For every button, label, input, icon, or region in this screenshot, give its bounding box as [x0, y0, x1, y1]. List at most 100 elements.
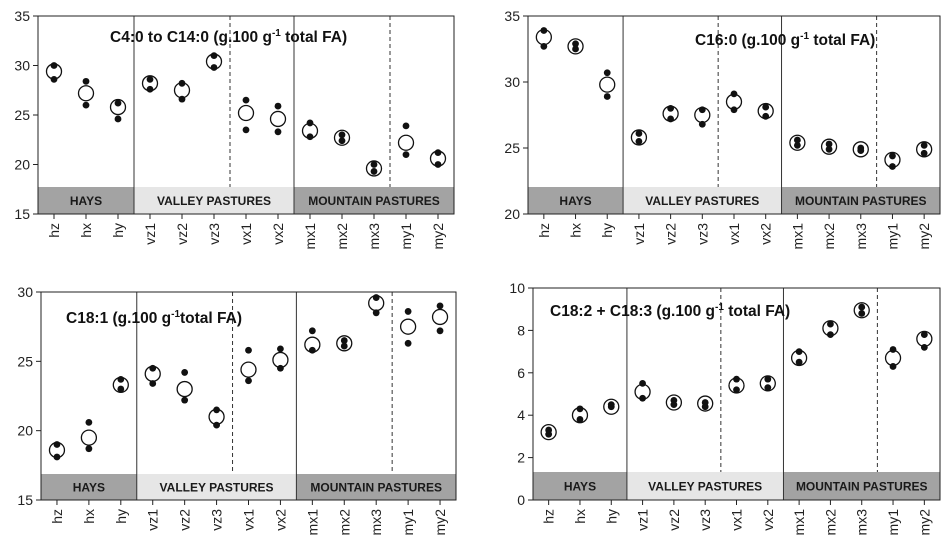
replicate-point	[576, 405, 584, 413]
replicate-point	[639, 380, 646, 387]
replicate-point	[85, 445, 93, 453]
x-tick-label: mx1	[304, 509, 320, 536]
mean-marker	[77, 85, 95, 102]
replicate-point	[545, 430, 553, 438]
y-tick-label: 15	[17, 492, 33, 508]
mean-marker	[916, 330, 933, 348]
x-tick-label: hz	[49, 509, 65, 524]
mean-marker	[304, 336, 321, 353]
replicate-point	[793, 136, 801, 144]
mean-marker	[141, 75, 159, 92]
replicate-point	[306, 133, 314, 141]
mean-marker	[272, 351, 289, 369]
mean-marker	[240, 361, 257, 378]
replicate-point	[242, 126, 250, 134]
replicate-point	[576, 416, 584, 423]
replicate-point	[920, 331, 928, 339]
x-tick-label: vz2	[666, 509, 682, 531]
x-tick-label: vx2	[760, 509, 776, 531]
replicate-point	[858, 303, 866, 311]
mean-marker	[269, 110, 287, 128]
x-tick-label: hx	[78, 223, 94, 238]
mean-marker	[368, 294, 385, 312]
replicate-point	[308, 327, 316, 335]
x-tick-label: my1	[400, 509, 416, 536]
replicate-point	[733, 375, 740, 383]
mean-marker	[109, 98, 127, 116]
y-tick-label: 20	[504, 206, 520, 222]
replicate-point	[793, 141, 801, 149]
mean-marker	[822, 320, 839, 337]
chart-panel-3: HAYS VALLEY PASTURES MOUNTAIN PASTURES 15 20…	[17, 284, 457, 536]
y-tick-label: 4	[517, 407, 525, 423]
x-tick-label: mx2	[334, 223, 350, 250]
group-band	[38, 187, 134, 214]
x-tick-label: my2	[430, 223, 446, 250]
panel-title: C18:2 + C18:3 (g.100 g-1 total FA)	[550, 302, 790, 320]
mean-marker	[399, 318, 417, 335]
y-tick-label: 30	[17, 284, 33, 300]
x-tick-label: vx2	[272, 509, 288, 531]
replicate-point	[370, 161, 378, 168]
x-tick-label: vz1	[635, 509, 651, 531]
replicate-point	[701, 403, 709, 411]
mean-marker	[397, 134, 415, 151]
group-band	[134, 187, 294, 214]
group-label: MOUNTAIN PASTURES	[308, 194, 440, 208]
replicate-point	[670, 401, 678, 408]
replicate-point	[114, 99, 122, 107]
replicate-point	[920, 141, 928, 149]
replicate-point	[82, 77, 90, 85]
chart-panel-4: HAYS VALLEY PASTURES MOUNTAIN PASTURES 0 2 4 6…	[509, 280, 941, 536]
mean-marker	[48, 441, 66, 459]
replicate-point	[762, 103, 770, 111]
mean-marker	[112, 376, 129, 394]
group-band	[783, 472, 940, 500]
replicate-point	[639, 394, 646, 402]
mean-marker	[662, 105, 679, 122]
y-tick-label: 0	[517, 492, 525, 508]
mean-marker	[916, 141, 933, 158]
replicate-point	[795, 358, 803, 366]
mean-marker	[789, 134, 806, 151]
mean-marker	[173, 82, 191, 99]
y-tick-label: 15	[14, 206, 30, 222]
mean-marker	[852, 141, 869, 158]
replicate-point	[242, 96, 250, 104]
x-tick-label: mx3	[853, 223, 869, 250]
x-tick-label: my2	[916, 509, 932, 536]
x-tick-label: hy	[599, 223, 615, 238]
replicate-point	[114, 115, 122, 123]
replicate-point	[404, 308, 412, 315]
mean-marker	[144, 365, 161, 382]
replicate-point	[889, 152, 896, 160]
x-tick-label: mx1	[789, 223, 805, 250]
x-tick-label: vz2	[174, 223, 190, 245]
mean-marker	[333, 129, 351, 146]
replicate-point	[825, 140, 833, 148]
x-tick-label: mx2	[821, 223, 837, 250]
x-tick-label: vx1	[238, 223, 254, 245]
replicate-point	[434, 149, 442, 157]
replicate-point	[795, 348, 803, 355]
x-tick-label: vz1	[145, 509, 161, 531]
x-tick-label: vz3	[209, 509, 225, 531]
x-tick-label: hz	[541, 509, 557, 524]
replicate-point	[434, 161, 442, 168]
mean-marker	[567, 38, 584, 55]
replicate-point	[572, 40, 579, 48]
group-label: HAYS	[70, 194, 102, 208]
group-band	[781, 187, 940, 214]
mean-marker	[571, 407, 589, 424]
y-tick-label: 35	[504, 8, 520, 24]
group-label: HAYS	[73, 481, 105, 495]
x-tick-label: hy	[113, 509, 129, 524]
mean-marker	[759, 375, 776, 392]
group-label: MOUNTAIN PASTURES	[310, 481, 442, 495]
x-tick-label: vz3	[697, 509, 713, 531]
replicate-point	[889, 163, 896, 170]
replicate-point	[213, 421, 220, 429]
x-tick-label: vx1	[729, 509, 745, 531]
x-tick-label: my1	[398, 223, 414, 250]
